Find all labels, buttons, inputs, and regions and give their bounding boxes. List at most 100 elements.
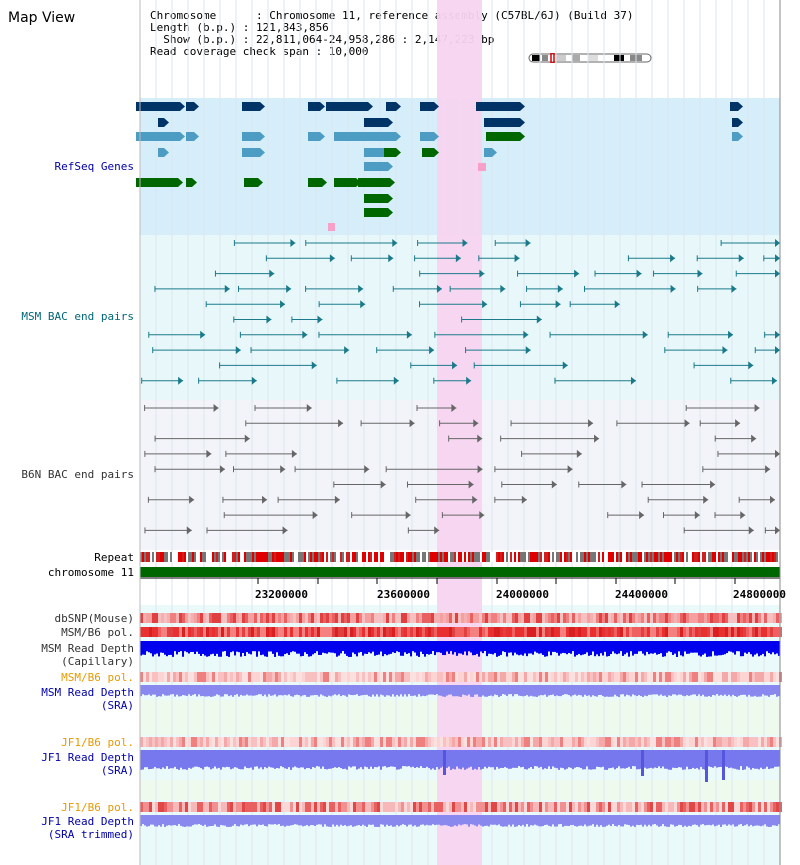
gene-strand-arrow — [164, 148, 169, 157]
jf1-depth-trim-bar — [464, 815, 466, 825]
msm-depth-sra-bar — [466, 685, 468, 696]
jf1-pol-heat — [506, 737, 509, 747]
msm-pol-heat — [662, 627, 665, 637]
msm-depth-cap-bar — [278, 641, 280, 656]
jf1-pol2-heat — [731, 802, 734, 812]
jf1-pol-heat — [308, 737, 311, 747]
jf1-pol2-heat — [233, 802, 236, 812]
jf1-depth-sra-bar — [604, 750, 606, 770]
jf1-depth-sra-bar — [400, 750, 402, 769]
msm-depth-sra-bar — [194, 685, 196, 695]
msm-depth-sra-bar — [216, 685, 218, 695]
msm-bac-pair-end — [775, 239, 780, 247]
msm-pol2-heat — [257, 672, 260, 682]
dbsnp-heat — [320, 613, 323, 623]
msm-pol2-heat — [557, 672, 560, 682]
jf1-depth-sra-bar — [578, 750, 580, 768]
jf1-depth-trim-bar — [426, 815, 428, 825]
msm-bac-pair-end — [748, 361, 754, 370]
msm-depth-cap-bar — [152, 641, 154, 657]
jf1-depth-trim-bar — [350, 815, 352, 826]
msm-depth-cap-bar — [158, 641, 160, 657]
dbsnp-heat — [458, 613, 461, 623]
track-label-b6n-bac[interactable]: B6N BAC end pairs — [21, 468, 134, 481]
jf1-pol-heat — [530, 737, 533, 747]
gene-block — [364, 118, 388, 127]
jf1-depth-trim-bar — [250, 815, 252, 825]
jf1-pol2-heat — [299, 802, 302, 812]
track-label-refseq[interactable]: RefSeq Genes — [54, 160, 134, 173]
msm-bac-pair-end — [555, 300, 561, 309]
msm-pol-heat — [290, 627, 293, 637]
jf1-depth-sra-bar — [516, 750, 518, 768]
jf1-depth-trim-bar — [756, 815, 758, 826]
msm-bac-pair-end — [479, 269, 485, 278]
jf1-pol2-heat — [257, 802, 260, 812]
track-label-msm-pol-2[interactable]: MSM/B6 pol. — [61, 671, 134, 684]
dbsnp-heat — [446, 613, 449, 623]
jf1-pol2-heat — [368, 802, 371, 812]
msm-depth-sra-bar — [626, 685, 628, 695]
dbsnp-heat — [575, 613, 578, 623]
track-label-jf1-depth-trim[interactable]: JF1 Read Depth — [41, 815, 134, 828]
msm-pol2-heat — [665, 672, 668, 682]
track-label-repeat[interactable]: Repeat — [94, 551, 134, 564]
jf1-depth-trim-bar — [544, 815, 546, 825]
dbsnp-heat — [515, 613, 518, 623]
jf1-depth-trim-bar — [460, 815, 462, 826]
dbsnp-heat — [308, 613, 311, 623]
jf1-pol-heat — [260, 737, 263, 747]
jf1-pol-heat — [710, 737, 713, 747]
jf1-depth-sra-bar — [618, 750, 620, 767]
msm-depth-cap-bar — [506, 641, 508, 657]
msm-depth-cap-bar — [346, 641, 348, 656]
msm-depth-sra-bar — [396, 685, 398, 695]
b6n-bac-pair-end — [282, 526, 288, 535]
msm-depth-cap-bar — [508, 641, 510, 653]
track-label-msm-bac[interactable]: MSM BAC end pairs — [21, 310, 134, 323]
jf1-depth-sra-bar — [336, 750, 338, 768]
msm-depth-cap-bar — [192, 641, 194, 652]
track-label-msm-depth-sra[interactable]: MSM Read Depth — [41, 686, 134, 699]
jf1-depth-sra-bar — [350, 750, 352, 768]
jf1-depth-sra-bar — [674, 750, 676, 768]
jf1-depth-trim-bar — [434, 815, 436, 826]
msm-depth-cap-bar — [312, 641, 314, 655]
jf1-pol-heat — [194, 737, 197, 747]
track-label-msm-pol[interactable]: MSM/B6 pol. — [61, 626, 134, 639]
msm-depth-cap-bar — [272, 641, 274, 654]
jf1-depth-sra-bar — [430, 750, 432, 770]
jf1-depth-sra-bar — [224, 750, 226, 768]
jf1-depth-trim-bar — [494, 815, 496, 825]
msm-pol2-heat — [476, 672, 479, 682]
msm-pol-heat — [410, 627, 413, 637]
jf1-pol-heat — [257, 737, 260, 747]
track-label-jf1-depth-sra[interactable]: JF1 Read Depth — [41, 751, 134, 764]
msm-depth-cap-bar — [534, 641, 536, 652]
track-label-msm-depth-cap[interactable]: MSM Read Depth — [41, 642, 134, 655]
msm-depth-cap-bar — [422, 641, 424, 655]
gene-block — [308, 132, 320, 141]
msm-depth-sra-bar — [528, 685, 530, 697]
msm-depth-sra-bar — [386, 685, 388, 696]
jf1-depth-sra-bar — [288, 750, 290, 768]
msm-pol-heat — [578, 627, 581, 637]
msm-pol2-heat — [398, 672, 401, 682]
dbsnp-heat — [251, 613, 254, 623]
jf1-depth-sra-bar — [166, 750, 168, 767]
msm-depth-sra-bar — [686, 685, 688, 696]
msm-pol2-heat — [284, 672, 287, 682]
jf1-depth-trim-bar — [276, 815, 278, 825]
msm-depth-sra-bar — [732, 685, 734, 695]
track-label-jf1-pol[interactable]: JF1/B6 pol. — [61, 736, 134, 749]
jf1-depth-sra-bar — [366, 750, 368, 768]
jf1-pol2-heat — [347, 802, 350, 812]
jf1-depth-sra-bar — [456, 750, 458, 767]
jf1-depth-sra-bar — [648, 750, 650, 769]
jf1-depth-sra-bar — [702, 750, 704, 770]
track-label-jf1-pol-2[interactable]: JF1/B6 pol. — [61, 801, 134, 814]
track-label-dbsnp[interactable]: dbSNP(Mouse) — [54, 612, 134, 625]
dbsnp-heat — [683, 613, 686, 623]
msm-pol2-heat — [374, 672, 377, 682]
